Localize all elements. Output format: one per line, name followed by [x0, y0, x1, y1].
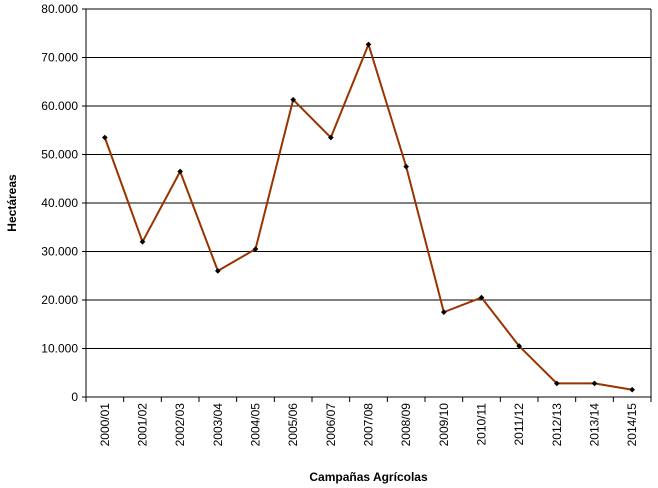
y-tick-labels: 0 10.000 20.000 30.000 40.000 50.000 60.000 70.… [41, 2, 78, 404]
x-tick-label: 2000/01 [98, 403, 112, 447]
x-tick-labels: 2000/01 2001/02 2002/03 2003/04 2004/05 2005/… [98, 403, 639, 447]
series-line-path [103, 43, 633, 391]
data-point [252, 246, 259, 252]
data-point [554, 380, 560, 387]
data-point [478, 294, 485, 301]
x-tick-label: 2014/15 [625, 403, 639, 447]
x-tick-label: 2010/11 [475, 403, 489, 446]
data-point [139, 238, 146, 245]
x-tick-label: 2013/14 [588, 403, 602, 447]
series-line [103, 43, 633, 391]
x-tick-label: 2011/12 [512, 403, 526, 446]
y-tick-label: 70.000 [41, 51, 78, 65]
x-tick-label: 2001/02 [136, 403, 150, 447]
data-point [516, 343, 522, 349]
y-tick-label: 80.000 [41, 2, 78, 16]
y-tick-label: 0 [71, 390, 78, 404]
y-tick-label: 30.000 [41, 245, 78, 259]
x-tick-label: 2003/04 [211, 403, 225, 447]
gridlines [86, 8, 651, 349]
data-point [177, 168, 183, 175]
data-point [591, 380, 598, 387]
data-point [328, 134, 334, 141]
x-tick-label: 2002/03 [173, 403, 187, 447]
x-tick-label: 2005/06 [286, 403, 300, 447]
y-tick-label: 50.000 [41, 148, 78, 162]
data-point [215, 268, 221, 274]
x-tick-label: 2007/08 [362, 403, 376, 447]
y-tick-label: 20.000 [41, 293, 78, 307]
y-tick-label: 60.000 [41, 99, 78, 113]
x-tick-label: 2006/07 [324, 403, 338, 447]
y-tick-label: 10.000 [41, 342, 78, 356]
axes [82, 8, 652, 402]
x-axis-title: Campañas Agrícolas [309, 470, 428, 484]
data-points [102, 41, 635, 393]
data-point [365, 41, 372, 48]
y-tick-label: 40.000 [41, 196, 78, 210]
data-point [629, 386, 635, 393]
x-tick-label: 2012/13 [550, 403, 564, 447]
x-tick-label: 2009/10 [437, 403, 451, 447]
data-point [290, 96, 296, 103]
x-tick-label: 2008/09 [399, 403, 413, 447]
data-point [441, 309, 447, 315]
data-point [403, 163, 409, 170]
x-tick-label: 2004/05 [249, 403, 263, 447]
y-axis-title: Hectáreas [5, 174, 19, 232]
data-point [102, 134, 108, 141]
